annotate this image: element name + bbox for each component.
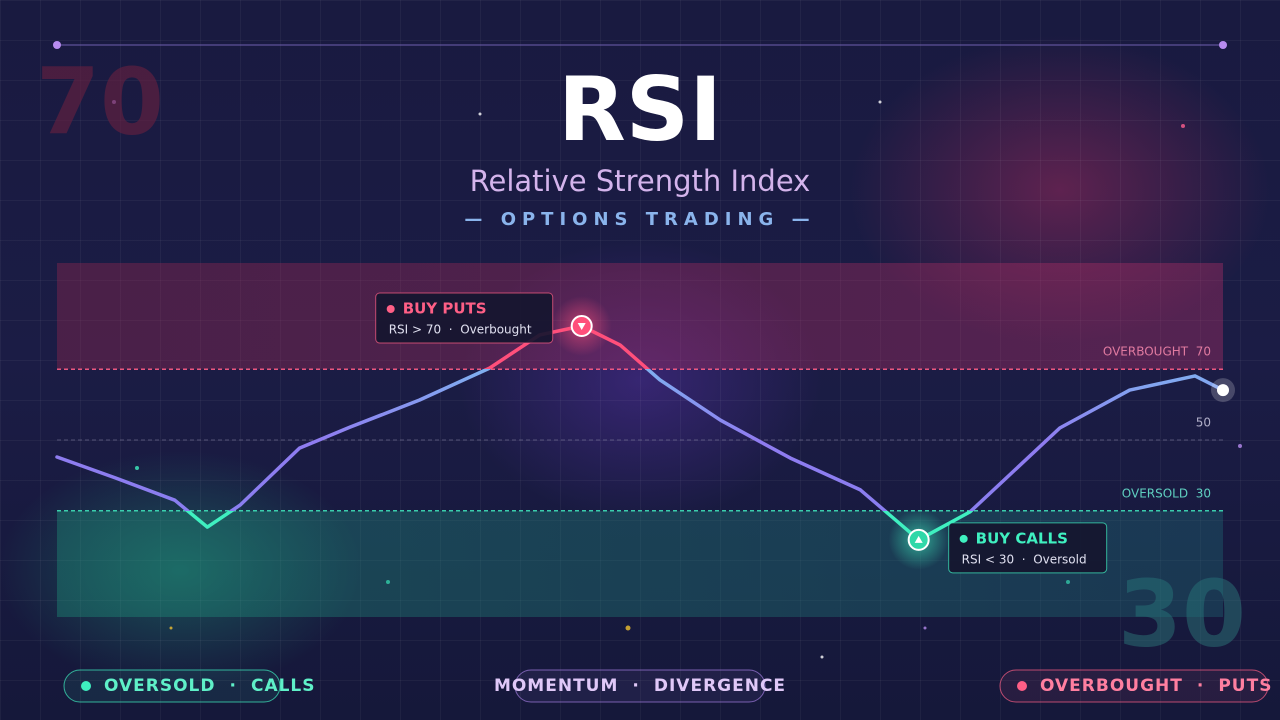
y-tick-label: 50 bbox=[1196, 416, 1211, 430]
footer-pill bbox=[514, 669, 766, 703]
footer-word: MOMENTUM bbox=[494, 676, 618, 696]
annotation-title: BUY PUTS bbox=[403, 300, 487, 318]
separator: · bbox=[632, 676, 639, 696]
marker-arrow bbox=[914, 535, 923, 543]
watermark: 70 bbox=[36, 48, 164, 155]
footer-word: OVERSOLD bbox=[104, 676, 216, 696]
separator: · bbox=[1197, 676, 1204, 696]
rule-dot bbox=[53, 41, 61, 49]
endpoint bbox=[1217, 384, 1229, 397]
title: RSI bbox=[558, 58, 722, 161]
annotation-text: RSI < 30 · Oversold bbox=[962, 552, 1087, 566]
annotation-title: BUY CALLS bbox=[976, 529, 1068, 547]
footer-word: OVERBOUGHT bbox=[1040, 676, 1183, 696]
annotation-dot bbox=[386, 305, 395, 314]
footer-word: DIVERGENCE bbox=[654, 676, 786, 696]
annotation-text: RSI > 70 · Overbought bbox=[389, 323, 532, 337]
y-tick-label: OVERSOLD 30 bbox=[1122, 486, 1211, 500]
footer-pill bbox=[63, 669, 281, 703]
footer-dot bbox=[81, 681, 91, 691]
footer-label: OVERBOUGHT · PUTS bbox=[1040, 676, 1272, 696]
overbought-zone bbox=[57, 263, 1223, 370]
annotation-box bbox=[948, 522, 1108, 574]
footer-label: OVERSOLD · CALLS bbox=[104, 676, 316, 696]
annotation-box bbox=[375, 292, 554, 344]
footer-word: PUTS bbox=[1218, 676, 1272, 696]
rule-dot bbox=[1219, 41, 1227, 49]
footer-word: CALLS bbox=[251, 676, 316, 696]
tagline: — OPTIONS TRADING — bbox=[464, 209, 815, 230]
subtitle: Relative Strength Index bbox=[470, 164, 811, 198]
footer-pill bbox=[999, 669, 1269, 703]
footer-dot bbox=[1017, 681, 1027, 691]
annotation-dot bbox=[959, 534, 968, 543]
marker-arrow bbox=[577, 323, 586, 331]
y-tick-label: OVERBOUGHT 70 bbox=[1103, 345, 1211, 359]
footer-label: MOMENTUM · DIVERGENCE bbox=[494, 676, 786, 696]
separator: · bbox=[230, 676, 237, 696]
